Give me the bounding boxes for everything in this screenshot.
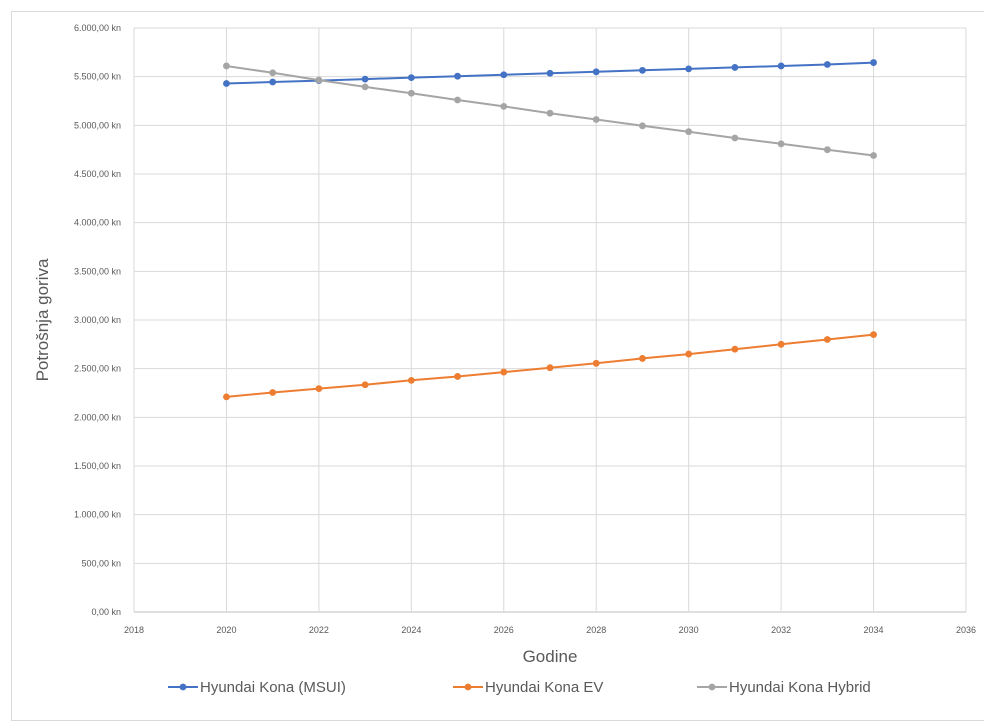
data-point [315,385,323,393]
x-tick-label: 2028 [586,625,606,635]
data-point [777,62,785,70]
data-point [361,83,369,91]
y-tick-label: 0,00 kn [91,607,121,617]
legend-marker [464,683,472,691]
y-tick-label: 3.000,00 kn [74,315,121,325]
series-3 [223,62,877,159]
y-tick-label: 4.000,00 kn [74,218,121,228]
y-tick-label: 500,00 kn [81,558,121,568]
data-point [500,102,508,110]
data-point [454,373,461,380]
y-tick-label: 3.500,00 kn [74,266,121,276]
data-point [777,140,785,148]
legend-marker [708,683,716,691]
data-point [269,78,277,86]
data-point [592,68,600,76]
data-point [731,64,739,71]
y-tick-label: 6.000,00 kn [74,23,121,33]
series-group [223,59,877,401]
series-1 [223,59,877,87]
data-point [546,69,554,77]
x-tick-label: 2024 [401,625,421,635]
data-point [361,75,369,83]
data-point [546,109,554,117]
y-axis-ticks: 0,00 kn 500,00 kn 1.000,00 kn 1.500,00 kn 2.… [74,23,121,617]
data-point [685,350,693,358]
legend-item-2: Hyundai Kona EV [453,679,603,696]
x-tick-label: 2034 [864,625,884,635]
data-point [731,345,739,353]
series-2 [223,331,877,401]
data-point [500,368,508,376]
data-point [823,61,831,68]
data-point [777,340,785,348]
legend-label: Hyundai Kona (MSUI) [200,679,346,696]
data-point [592,359,600,367]
data-point [731,134,739,142]
x-tick-label: 2020 [216,625,236,635]
legend-item-1: Hyundai Kona (MSUI) [168,679,346,696]
data-point [870,59,877,66]
x-tick-label: 2036 [956,625,976,635]
data-point [223,62,230,70]
data-point [407,89,415,97]
data-point [454,96,461,104]
x-tick-label: 2030 [679,625,699,635]
data-point [870,331,877,338]
data-point [269,389,277,396]
y-axis-title: Potrošnja goriva [33,258,52,381]
data-point [500,71,508,79]
data-point [870,152,877,159]
data-point [407,376,415,384]
data-point [685,65,693,73]
legend-marker [179,683,187,691]
x-tick-label: 2032 [771,625,791,635]
data-point [639,122,646,130]
data-point [823,336,831,343]
legend: Hyundai Kona (MSUI) Hyundai Kona EV Hyunda… [168,679,871,696]
data-point [269,69,277,77]
data-point [361,381,369,389]
data-point [639,355,646,362]
y-tick-label: 1.000,00 kn [74,510,121,520]
y-tick-label: 5.000,00 kn [74,120,121,130]
x-tick-label: 2026 [494,625,514,635]
data-point [639,66,646,74]
data-point [223,80,230,87]
legend-label: Hyundai Kona EV [485,679,603,696]
chart-frame [11,11,984,721]
y-tick-label: 2.500,00 kn [74,364,121,374]
legend-label: Hyundai Kona Hybrid [729,679,871,696]
gridlines [133,27,967,613]
y-tick-label: 2.000,00 kn [74,412,121,422]
data-point [407,74,415,82]
data-point [315,76,323,84]
data-point [223,393,230,401]
x-tick-label: 2018 [124,625,144,635]
data-point [685,128,693,136]
x-axis-ticks: 2018 2020 2022 2024 2026 2028 2030 2032 2034 2036 [124,625,976,635]
y-tick-label: 5.500,00 kn [74,72,121,82]
data-point [454,72,461,80]
data-point [592,116,600,123]
x-axis-title: Godine [523,647,578,666]
y-tick-label: 4.500,00 kn [74,169,121,179]
legend-item-3: Hyundai Kona Hybrid [697,679,871,696]
data-point [546,364,554,372]
data-point [823,146,831,154]
x-tick-label: 2022 [309,625,329,635]
y-tick-label: 1.500,00 kn [74,461,121,471]
